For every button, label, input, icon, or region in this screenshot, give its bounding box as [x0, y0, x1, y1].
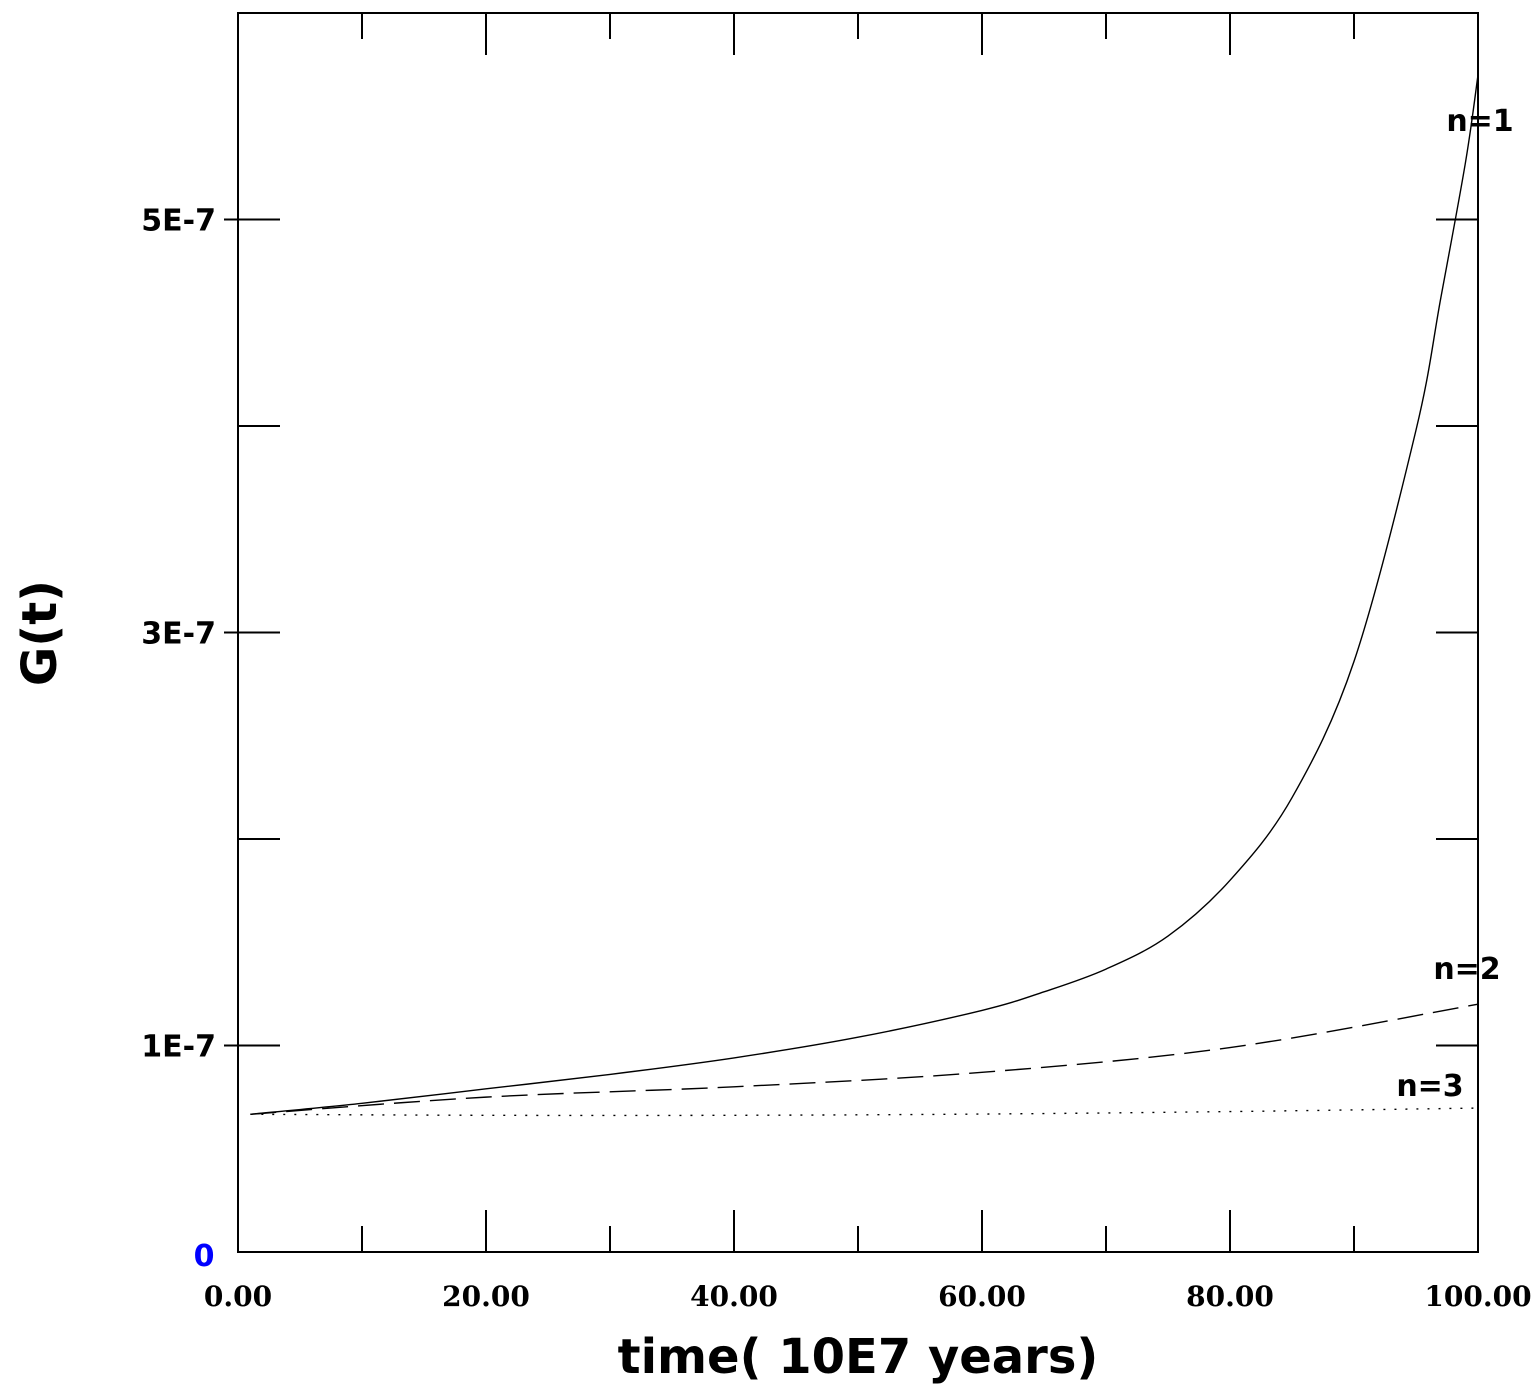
y-tick-label: 3E-7 — [141, 617, 216, 652]
x-tick-label: 60.00 — [938, 1280, 1026, 1313]
series-line-n=2 — [250, 1003, 1479, 1115]
x-tick-label: 80.00 — [1186, 1280, 1274, 1313]
x-axis-title: time( 10E7 years) — [618, 1329, 1099, 1385]
x-tick-label: 0.00 — [204, 1280, 272, 1313]
x-tick-label: 40.00 — [690, 1280, 778, 1313]
x-tick-label: 100.00 — [1424, 1280, 1531, 1313]
series-label-n=1: n=1 — [1446, 104, 1513, 139]
y-tick-label-zero: 0 — [194, 1239, 215, 1274]
series-line-n=3 — [250, 1107, 1479, 1117]
series-line-n=1 — [250, 74, 1479, 1115]
tick-labels: 0.00 20.00 40.00 60.00 80.00 100.00 0 1E-7 3E-7 5… — [141, 204, 1531, 1314]
series-labels: n=1 n=2 n=3 — [1396, 104, 1513, 1104]
series-group — [250, 74, 1479, 1117]
series-label-n=2: n=2 — [1433, 952, 1500, 987]
y-axis-title: G(t) — [12, 580, 68, 686]
series-label-n=3: n=3 — [1396, 1069, 1463, 1104]
plot-frame — [237, 12, 1479, 1253]
y-tick-label: 5E-7 — [141, 204, 216, 239]
x-tick-label: 20.00 — [442, 1280, 530, 1313]
y-tick-label: 1E-7 — [141, 1030, 216, 1065]
axis-ticks — [224, 13, 1478, 1252]
